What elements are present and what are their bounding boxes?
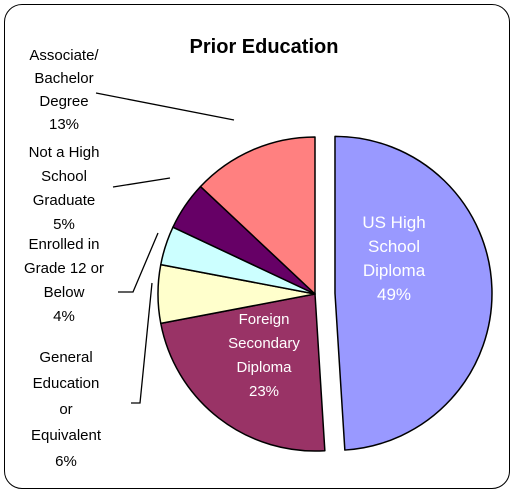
pie-slice-assoc <box>199 136 316 295</box>
leader-line-ged <box>131 282 153 404</box>
pie-slices <box>157 135 493 452</box>
leader-line-assoc <box>95 92 235 121</box>
slice-label-enrolled: Enrolled in Grade 12 or Below 4% <box>24 236 104 325</box>
slice-label-assoc: Associate/Bachelor Degree 13% <box>29 47 99 133</box>
leader-line-enrolled <box>118 232 159 293</box>
slice-labels: US High School Diploma 49% Foreign Secondary D… <box>24 47 426 470</box>
slice-label-nothsg: Not a High School Graduate 5% <box>29 144 100 233</box>
slice-label-foreign: Foreign Secondary Diploma 23% <box>228 311 300 400</box>
pie-slice-us <box>334 135 493 451</box>
slice-label-us: US High School Diploma 49% <box>362 213 425 304</box>
slice-label-ged: General Education or Equivalent 6% <box>31 349 102 470</box>
pie-slice-foreign <box>160 293 326 452</box>
leader-line-nothsg <box>112 177 171 188</box>
leader-lines <box>95 92 235 404</box>
chart-title: Prior Education <box>190 36 339 58</box>
